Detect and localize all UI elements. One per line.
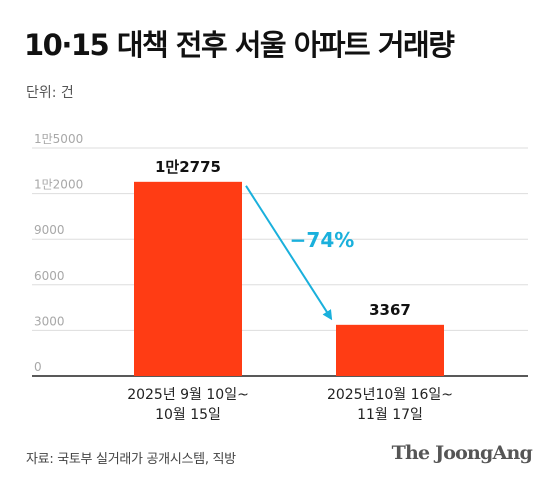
chart-title: 10·15 대책 전후 서울 아파트 거래량 [24, 28, 455, 62]
y-tick-label: 3000 [34, 314, 65, 328]
x-category-label: 2025년10월 16일~ [327, 387, 453, 403]
brand-logo: The JoongAng [391, 442, 533, 464]
bar-value-label: 1만2775 [155, 158, 221, 176]
source-note: 자료: 국토부 실거래가 공개시스템, 직방 [26, 452, 236, 467]
bar [134, 181, 242, 376]
bar [336, 324, 444, 376]
decline-annotation: −74% [290, 228, 355, 252]
x-category-label: 11월 17일 [357, 407, 423, 423]
y-tick-label: 1만5000 [34, 132, 83, 146]
x-category-label: 2025년 9월 10일~ [127, 387, 249, 403]
y-tick-label: 6000 [34, 269, 65, 283]
bar-value-label: 3367 [369, 301, 411, 319]
x-category-label: 10월 15일 [155, 407, 221, 423]
decline-arrow [245, 185, 333, 321]
unit-label: 단위: 건 [26, 85, 74, 101]
y-tick-label: 0 [34, 360, 42, 374]
y-tick-label: 1만2000 [34, 178, 83, 192]
y-tick-label: 9000 [34, 223, 65, 237]
